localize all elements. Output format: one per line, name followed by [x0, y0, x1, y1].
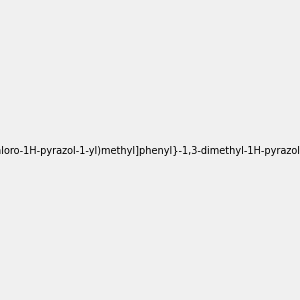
Text: 6-(4-chlorophenyl)-N-{4-[(4-chloro-1H-pyrazol-1-yl)methyl]phenyl}-1,3-dimethyl-1: 6-(4-chlorophenyl)-N-{4-[(4-chloro-1H-py… — [0, 146, 300, 157]
